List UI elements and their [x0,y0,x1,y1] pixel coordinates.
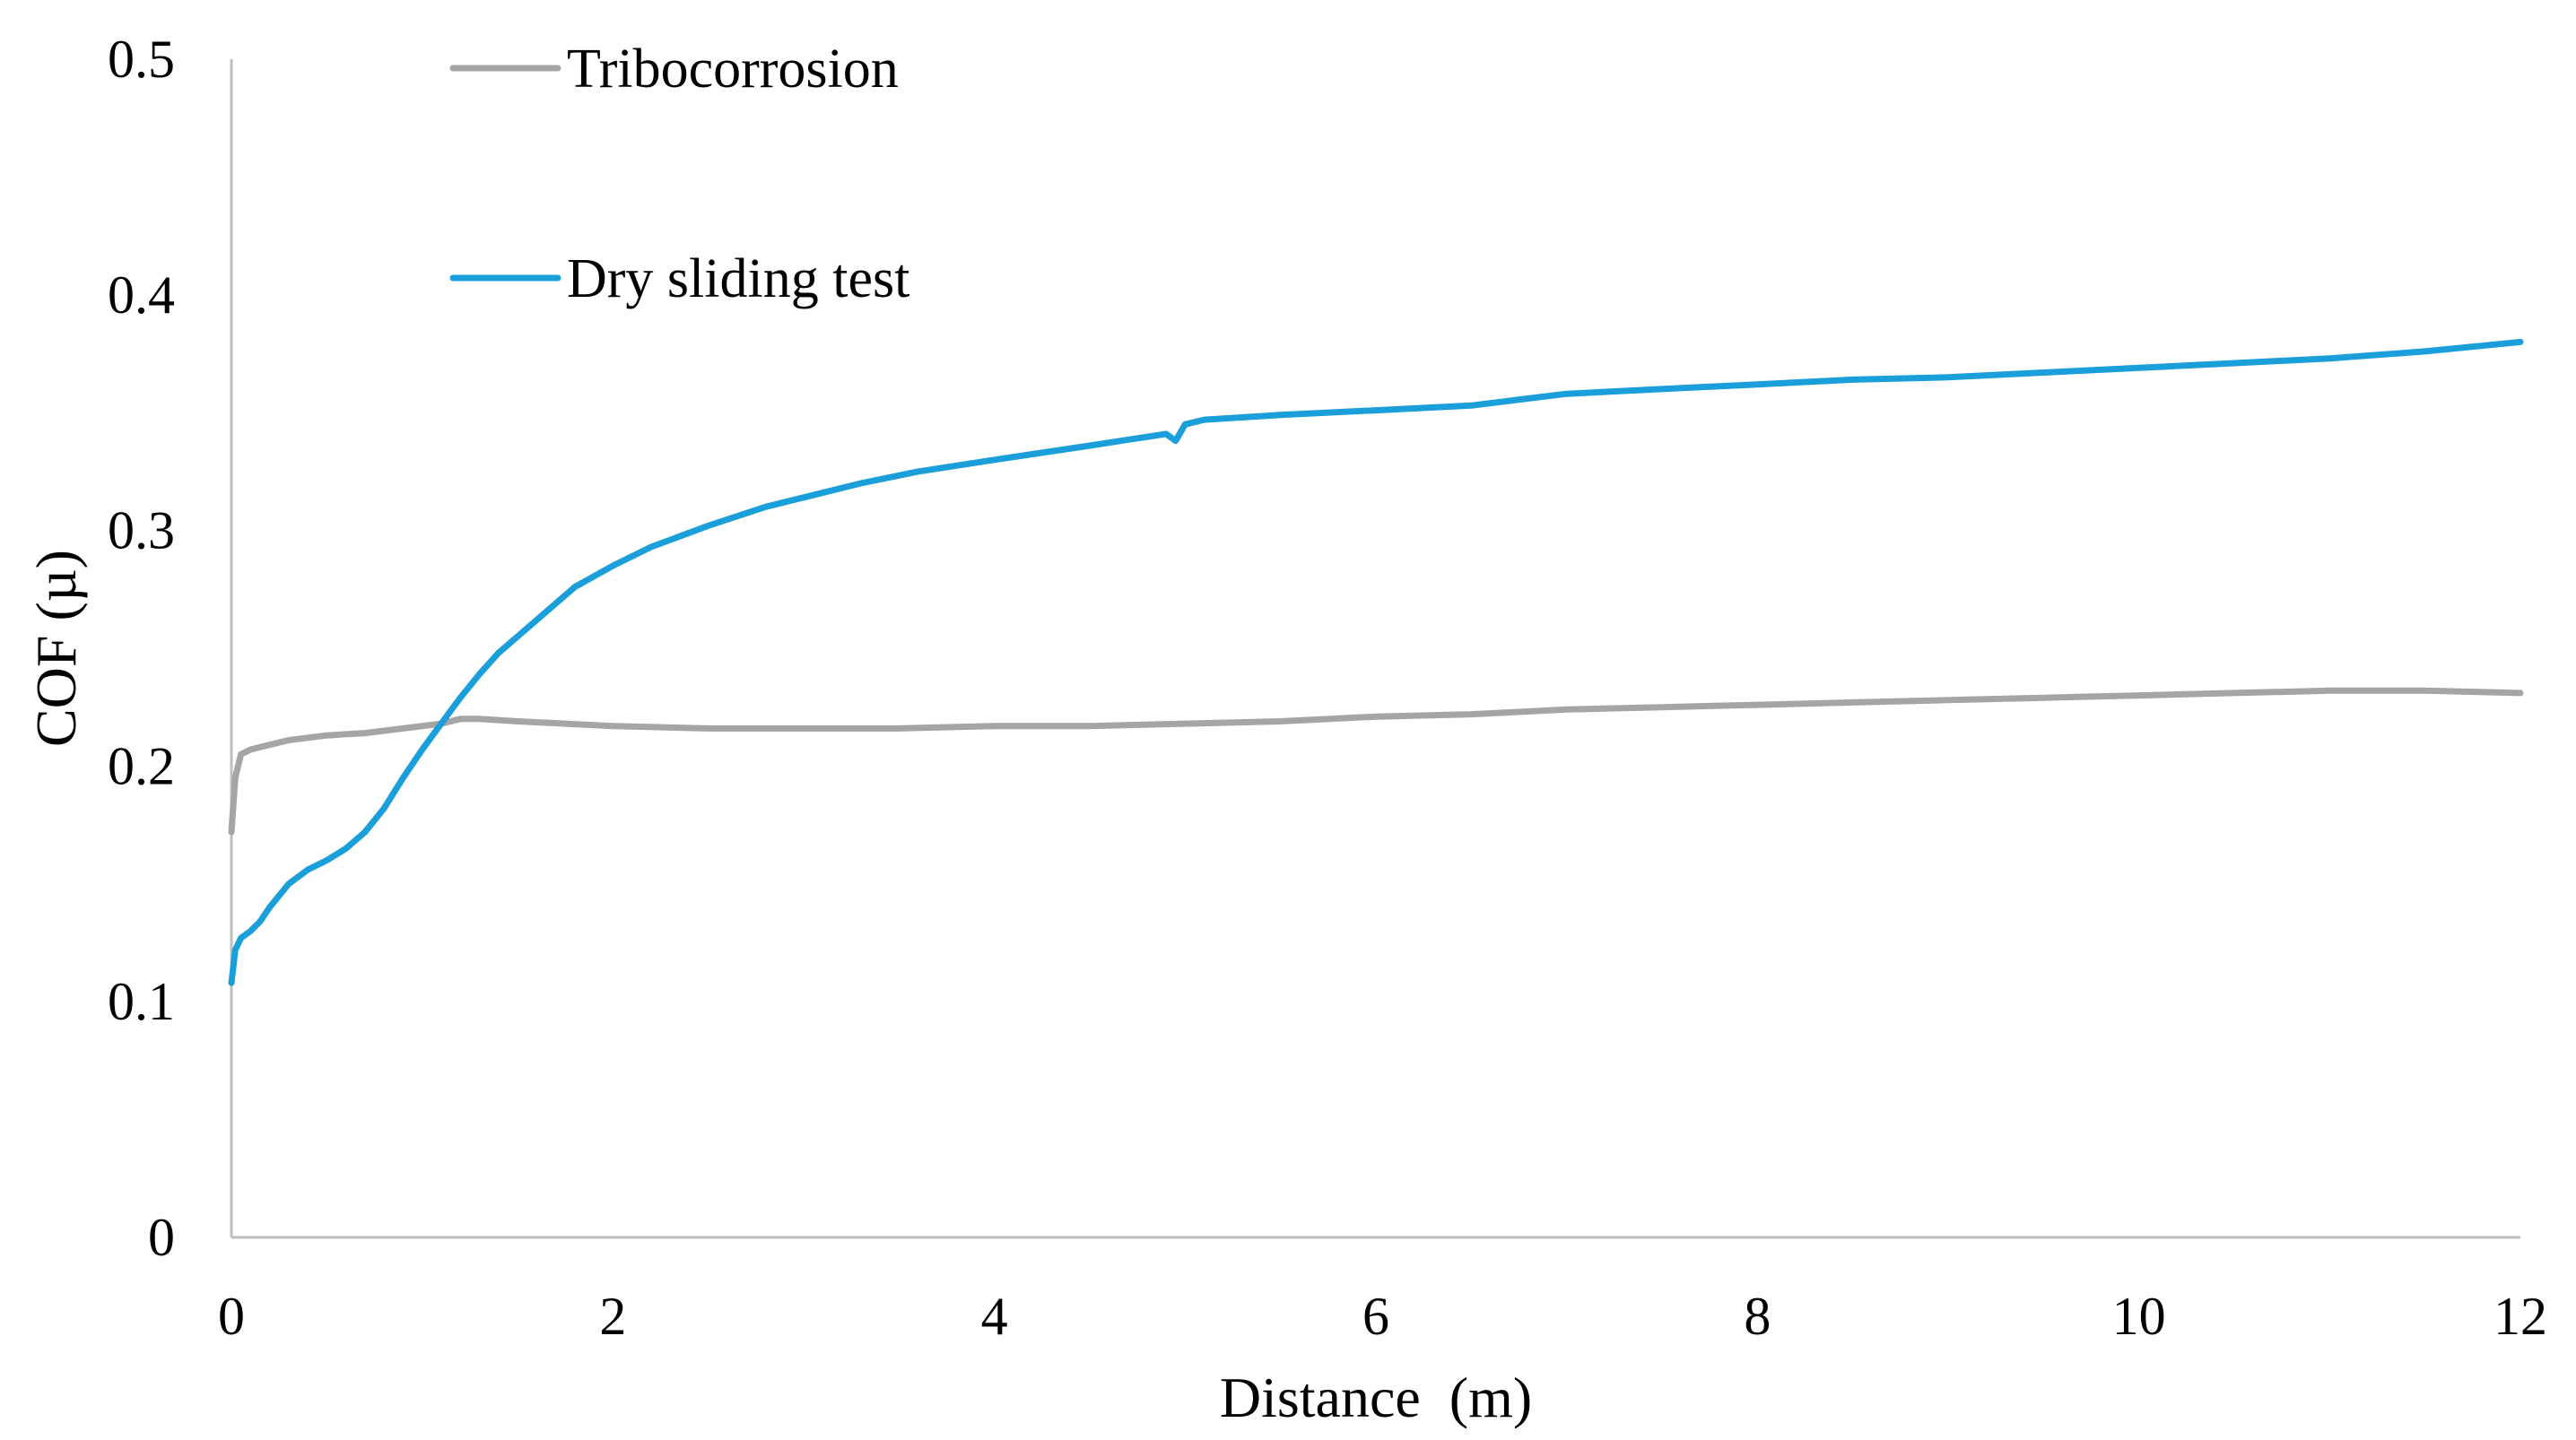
x-tick-labels: 0 2 4 6 8 10 12 [218,1287,2547,1346]
y-tick-label: 0.2 [108,736,175,795]
y-tick-label: 0.4 [108,265,175,325]
x-tick-label: 12 [2493,1287,2547,1346]
y-tick-label: 0.3 [108,501,175,560]
x-axis-title: Distance (m) [1220,1366,1532,1429]
y-axis-title: COF (µ) [24,550,88,747]
series-layer [228,338,2524,986]
x-tick-label: 4 [981,1287,1008,1346]
series-line-dry-sliding-test [228,338,2524,986]
y-tick-label: 0 [148,1208,175,1267]
y-tick-label: 0.1 [108,972,175,1031]
legend-label: Dry sliding test [567,248,909,309]
y-tick-labels: 0 0.1 0.2 0.3 0.4 0.5 [108,30,175,1267]
axes [230,59,2520,1239]
x-tick-label: 2 [599,1287,626,1346]
x-tick-label: 6 [1362,1287,1389,1346]
legend: Tribocorrosion Dry sliding test [449,39,909,309]
y-tick-label: 0.5 [108,30,175,89]
x-tick-label: 8 [1744,1287,1771,1346]
series-line-tribocorrosion [228,687,2524,836]
legend-label: Tribocorrosion [567,39,899,100]
x-tick-label: 10 [2112,1287,2166,1346]
x-tick-label: 0 [218,1287,245,1346]
